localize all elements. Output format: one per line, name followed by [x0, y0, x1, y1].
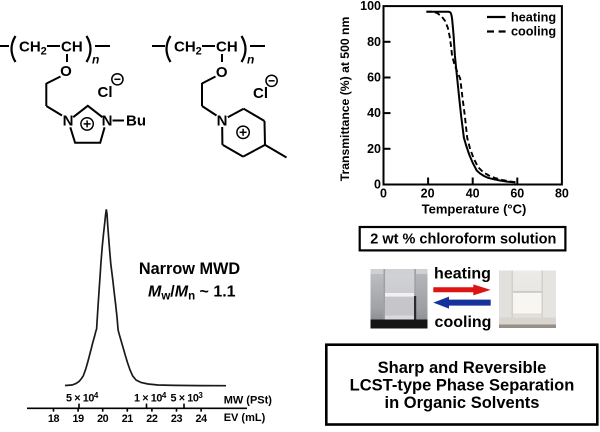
svg-text:N: N [102, 113, 113, 130]
svg-text:n: n [247, 53, 254, 67]
svg-text:O: O [216, 64, 228, 81]
svg-text:CH2: CH2 [19, 38, 47, 57]
svg-text:heating: heating [511, 10, 556, 24]
svg-text:Sharp and Reversible: Sharp and Reversible [378, 359, 547, 377]
svg-text:5 × 103: 5 × 103 [171, 391, 204, 405]
svg-text:20: 20 [421, 186, 435, 200]
svg-text:19: 19 [72, 413, 84, 425]
svg-text:23: 23 [171, 413, 183, 425]
svg-text:21: 21 [122, 413, 134, 425]
svg-text:Narrow MWD: Narrow MWD [139, 260, 241, 278]
svg-text:Bu: Bu [126, 113, 146, 130]
svg-text:MW (PSt): MW (PSt) [224, 394, 273, 406]
svg-text:20: 20 [97, 413, 109, 425]
svg-text:CH2: CH2 [174, 38, 202, 57]
svg-text:40: 40 [367, 106, 381, 120]
svg-text:n: n [92, 53, 99, 67]
svg-text:Transmittance (%) at 500 nm: Transmittance (%) at 500 nm [338, 17, 352, 182]
svg-text:80: 80 [367, 35, 381, 49]
svg-text:40: 40 [466, 186, 480, 200]
svg-text:cooling: cooling [511, 25, 556, 39]
svg-text:EV (mL): EV (mL) [224, 412, 266, 424]
svg-text:2 wt % chloroform solution: 2 wt % chloroform solution [370, 232, 556, 248]
svg-text:60: 60 [510, 186, 524, 200]
svg-text:N: N [217, 113, 228, 130]
svg-text:80: 80 [555, 186, 569, 200]
svg-text:in Organic Solvents: in Organic Solvents [385, 394, 540, 412]
svg-text:22: 22 [146, 413, 158, 425]
svg-text:Mw/Mn ~ 1.1: Mw/Mn ~ 1.1 [148, 284, 236, 303]
svg-text:cooling: cooling [435, 314, 492, 331]
svg-text:LCST-type Phase Separation: LCST-type Phase Separation [350, 376, 575, 394]
svg-text:100: 100 [360, 0, 381, 13]
svg-text:60: 60 [367, 71, 381, 85]
svg-text:24: 24 [195, 413, 207, 425]
svg-text:Temperature (°C): Temperature (°C) [422, 201, 527, 216]
svg-text:0: 0 [374, 178, 381, 192]
svg-text:Cl: Cl [253, 85, 268, 102]
svg-text:CH: CH [216, 38, 238, 55]
svg-text:heating: heating [434, 266, 491, 283]
svg-text:18: 18 [48, 413, 60, 425]
svg-text:1 × 104: 1 × 104 [134, 391, 167, 405]
svg-text:20: 20 [367, 142, 381, 156]
svg-text:N: N [63, 113, 74, 130]
svg-text:O: O [60, 63, 72, 80]
svg-text:CH: CH [61, 38, 83, 55]
svg-text:Cl: Cl [98, 84, 113, 101]
svg-text:5 × 104: 5 × 104 [66, 391, 99, 405]
svg-text:0: 0 [380, 186, 387, 200]
